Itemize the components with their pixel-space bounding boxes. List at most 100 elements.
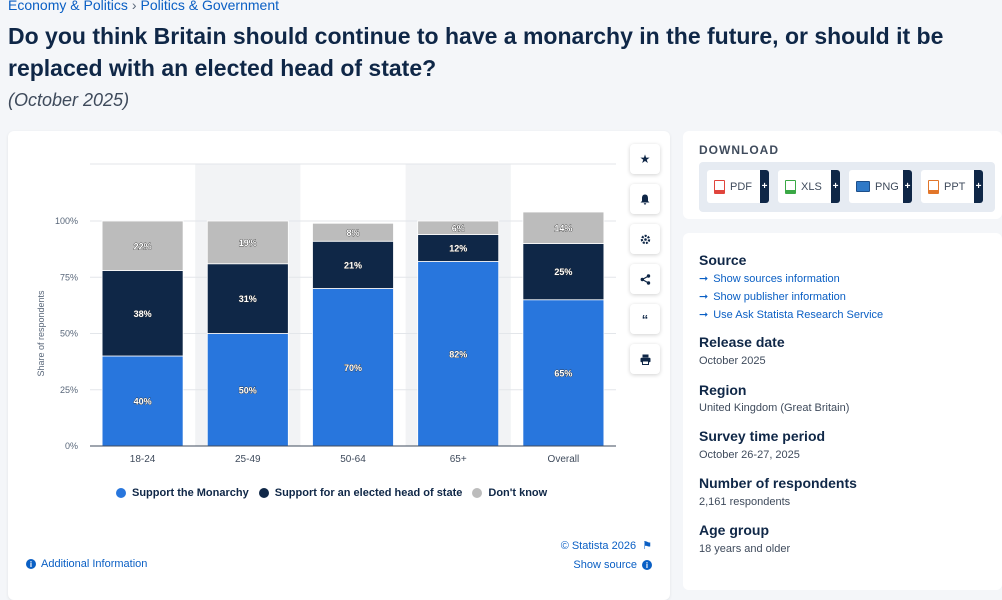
chart-legend: Support the Monarchy Support for an elec… (116, 487, 547, 499)
show-source-label: Show source (573, 559, 637, 571)
data-label: 82% (449, 349, 467, 359)
research-service-link[interactable]: ➞ Use Ask Statista Research Service (699, 308, 884, 322)
show-publisher-label: Show publisher information (713, 290, 846, 303)
download-xls-label: XLS (801, 180, 822, 193)
bell-icon[interactable] (630, 184, 660, 214)
download-buttons: PDF + XLS + PNG + PPT + (699, 162, 995, 212)
additional-information-label: Additional Information (41, 558, 148, 570)
ppt-file-icon (928, 179, 939, 194)
download-pdf-label: PDF (730, 180, 752, 193)
legend-dot-dont-know (472, 488, 483, 498)
region-value: United Kingdom (Great Britain) (699, 402, 850, 414)
y-axis-label: Share of respondents (36, 290, 46, 377)
page-subtitle: (October 2025) (8, 90, 130, 110)
data-label: 25% (554, 267, 572, 277)
star-icon[interactable]: ★ (630, 144, 660, 174)
download-xls-button[interactable]: XLS + (778, 170, 840, 203)
bar-segment (522, 243, 605, 301)
plus-icon: + (831, 170, 840, 203)
bar-segment (522, 299, 605, 447)
x-tick-label: 18-24 (130, 454, 156, 465)
survey-period-heading: Survey time period (699, 428, 826, 444)
download-pdf-button[interactable]: PDF + (707, 170, 769, 203)
statistic-details-panel: Source ➞ Show sources information ➞ Show… (683, 233, 1002, 590)
legend-item-monarchy[interactable]: Support the Monarchy (116, 487, 249, 499)
chart-card: 0% 25% 50% 75% 100% Share of respondents 40% 38… (8, 131, 670, 600)
y-tick-label: 100% (55, 216, 78, 226)
bar-segment (312, 288, 394, 447)
show-publisher-link[interactable]: ➞ Show publisher information (699, 290, 846, 304)
legend-item-elected[interactable]: Support for an elected head of state (258, 487, 463, 499)
x-tick-label: 50-64 (340, 454, 366, 465)
additional-information-link[interactable]: i Additional Information (26, 558, 147, 570)
survey-period-value: October 26-27, 2025 (699, 449, 800, 461)
bar-segment (522, 211, 605, 244)
data-label: 70% (344, 363, 362, 373)
bar-segment (417, 261, 500, 447)
legend-dot-monarchy (116, 488, 126, 498)
download-png-button[interactable]: PNG + (849, 170, 912, 203)
panel-fade (683, 560, 1002, 590)
show-sources-link[interactable]: ➞ Show sources information (699, 272, 840, 286)
info-icon: i (26, 559, 36, 569)
bar-segment (101, 270, 184, 357)
bar-segment (312, 222, 394, 242)
png-file-icon (856, 181, 870, 192)
plus-icon: + (974, 170, 983, 203)
xls-file-icon (785, 179, 796, 194)
respondents-value: 2,161 respondents (699, 496, 791, 508)
legend-item-dont-know[interactable]: Don't know (472, 487, 547, 499)
copyright-text: © Statista 2026 (560, 540, 637, 552)
breadcrumb-link-politics[interactable]: Politics & Government (140, 0, 280, 13)
statista-copyright[interactable]: © Statista 2026 ⚑ (561, 539, 652, 552)
share-icon[interactable] (630, 264, 660, 294)
data-label: 14% (554, 223, 572, 233)
data-label: 8% (346, 228, 359, 238)
x-tick-label: 25-49 (235, 454, 261, 465)
plus-icon: + (760, 170, 769, 203)
age-group-value: 18 years and older (699, 543, 791, 555)
region-heading: Region (699, 382, 747, 398)
arrow-right-icon: ➞ (699, 291, 709, 303)
breadcrumb-link-economy[interactable]: Economy & Politics (8, 0, 128, 13)
print-icon[interactable] (630, 344, 660, 374)
data-label: 6% (452, 223, 465, 233)
x-tick-label: Overall (548, 454, 580, 465)
bar-segment (101, 220, 184, 271)
data-label: 50% (239, 385, 257, 395)
show-sources-label: Show sources information (713, 272, 840, 285)
download-panel: DOWNLOAD PDF + XLS + PNG + PPT + (683, 131, 1002, 219)
source-heading: Source (699, 252, 747, 268)
legend-label-monarchy: Support the Monarchy (132, 487, 249, 499)
x-tick-label: 65+ (450, 454, 467, 465)
release-date-value: October 2025 (699, 355, 766, 367)
data-label: 40% (134, 397, 152, 407)
bar-segment (101, 355, 184, 447)
bar-segment (417, 220, 500, 235)
bar-segment (417, 234, 500, 262)
bar-segment (206, 263, 289, 334)
download-ppt-button[interactable]: PPT + (921, 170, 983, 203)
bar-chart: 0% 25% 50% 75% 100% Share of respondents 40% 38… (36, 163, 616, 465)
data-label: 38% (134, 309, 152, 319)
show-source-link[interactable]: Show source i (573, 559, 652, 571)
y-tick-label: 25% (60, 385, 78, 395)
pdf-file-icon (714, 179, 725, 194)
flag-icon: ⚑ (642, 540, 652, 552)
download-png-label: PNG (875, 180, 899, 193)
legend-label-elected: Support for an elected head of state (274, 487, 463, 499)
research-service-label: Use Ask Statista Research Service (713, 308, 884, 321)
data-label: 19% (239, 238, 257, 248)
info-icon: i (642, 560, 652, 570)
data-label: 31% (239, 294, 257, 304)
data-label: 21% (344, 260, 362, 270)
quote-icon[interactable]: “ (630, 304, 660, 334)
age-group-heading: Age group (699, 522, 769, 538)
respondents-heading: Number of respondents (699, 475, 857, 491)
gear-icon[interactable] (630, 224, 660, 254)
release-date-heading: Release date (699, 334, 785, 350)
download-ppt-label: PPT (944, 180, 966, 193)
y-tick-label: 0% (65, 441, 78, 451)
legend-label-dont-know: Don't know (488, 487, 548, 499)
page-title: Do you think Britain should continue to … (8, 23, 944, 81)
